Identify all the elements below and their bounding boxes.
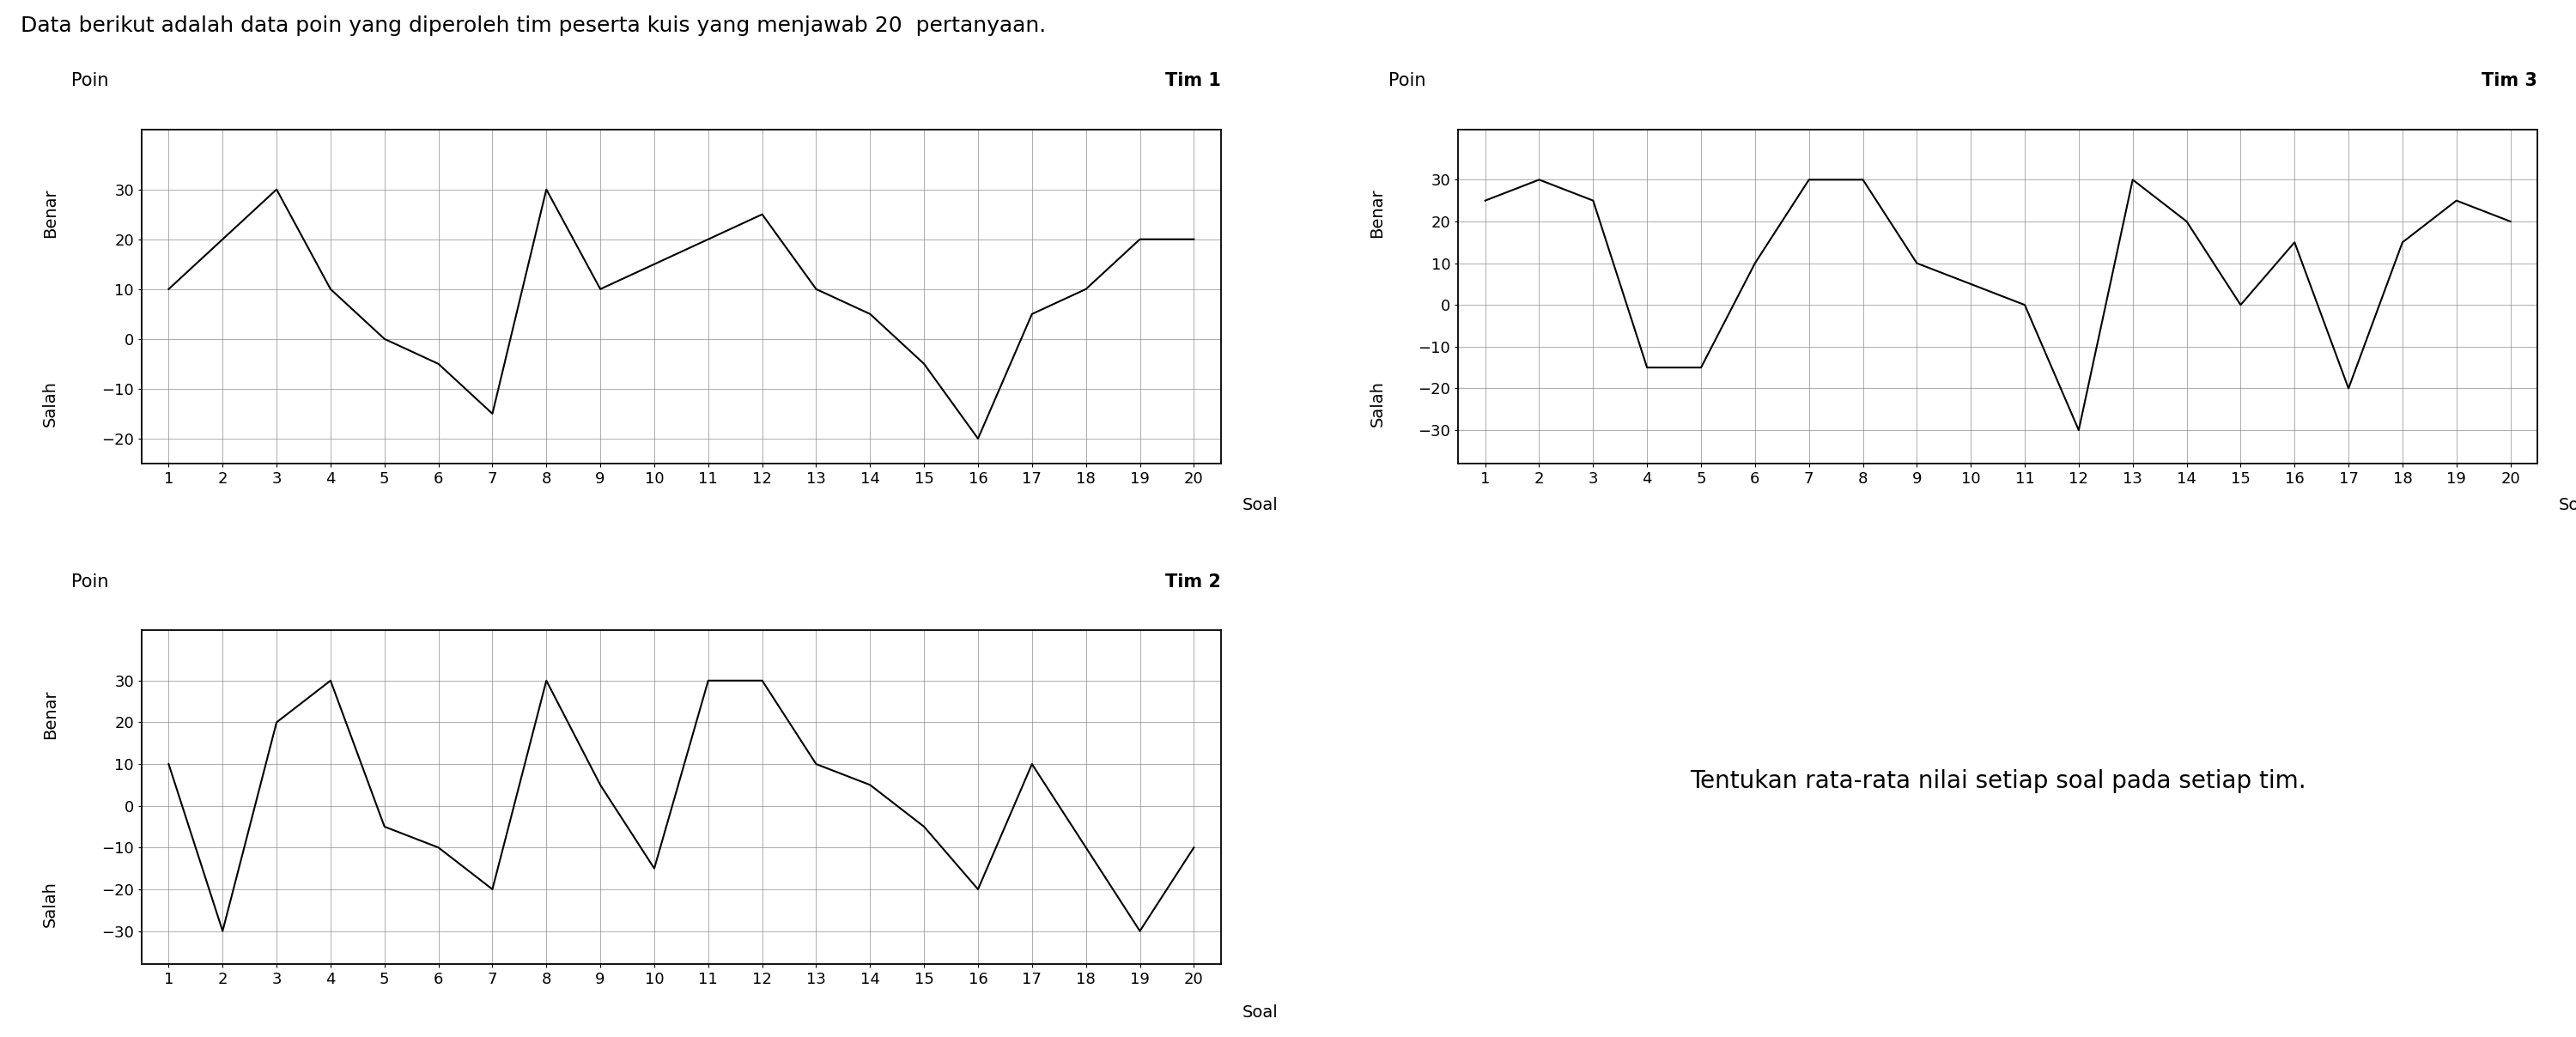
Text: Poin: Poin [1388,73,1425,89]
Text: Soal: Soal [1242,1005,1278,1020]
Text: Poin: Poin [72,573,108,590]
Text: Salah: Salah [41,881,59,927]
Text: Benar: Benar [41,189,59,237]
Text: Tim 2: Tim 2 [1164,573,1221,590]
Text: Soal: Soal [1242,497,1278,513]
Text: Soal: Soal [2558,497,2576,513]
Text: Salah: Salah [1368,381,1386,426]
Text: Tim 3: Tim 3 [2481,73,2537,89]
Text: Data berikut adalah data poin yang diperoleh tim peserta kuis yang menjawab 20  : Data berikut adalah data poin yang diper… [21,16,1046,36]
Text: Tentukan rata-rata nilai setiap soal pada setiap tim.: Tentukan rata-rata nilai setiap soal pad… [1690,768,2306,792]
Text: Benar: Benar [41,690,59,738]
Text: Poin: Poin [72,73,108,89]
Text: Tim 1: Tim 1 [1164,73,1221,89]
Text: Salah: Salah [41,381,59,426]
Text: Benar: Benar [1368,189,1386,237]
